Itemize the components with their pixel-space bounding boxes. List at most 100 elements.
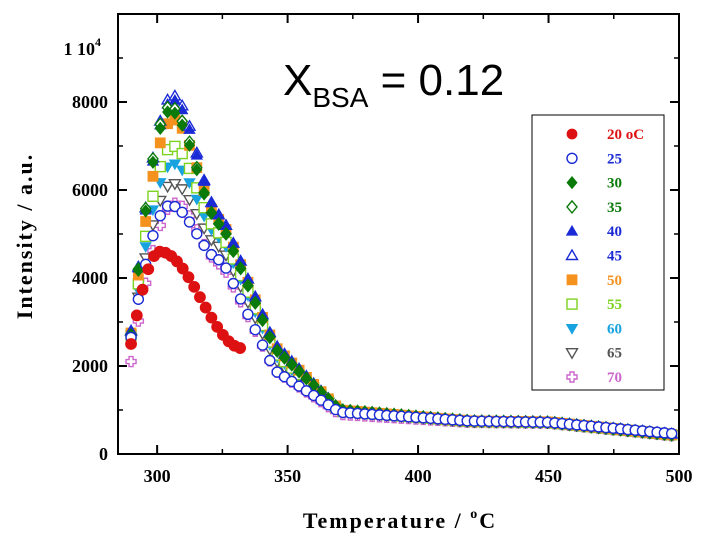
data-point [188,280,201,293]
annotation: XBSA = 0.12 [283,56,504,113]
data-point [242,278,254,293]
legend-label: 25 [607,151,622,167]
series-20-oC [125,245,247,354]
data-point [199,301,212,314]
data-point [249,296,261,310]
data-point [234,342,247,354]
legend-marker [566,175,578,190]
data-point [130,309,143,322]
legend-marker [566,199,578,214]
legend-marker [565,248,579,261]
data-point [147,155,159,169]
legend-label: 45 [607,249,622,265]
data-point [665,427,678,440]
legend: 20 oC 25 30 35 40 45 50 55 60 65 70 [531,114,665,391]
data-point [213,254,225,266]
data-point [198,239,210,252]
data-point [234,293,247,305]
data-point [176,147,188,160]
legend-item: 35 [566,199,622,216]
data-point [147,229,159,242]
legend-marker [566,298,578,310]
data-point [176,206,188,218]
data-point [191,163,203,177]
data-point [176,118,188,132]
y-tick-label: 4000 [72,268,108,288]
data-point [162,105,174,119]
legend-item: 40 [565,224,622,240]
x-tick-label: 300 [144,466,171,486]
axis-ticks: 300 350 400 450 500 0 2000 4000 6000 8000 [72,13,693,486]
x-tick-label: 500 [666,466,693,486]
data-point [256,339,269,351]
legend-label: 20 oC [607,127,644,143]
legend-box [531,114,665,391]
data-point [182,194,197,207]
legend-marker [565,323,579,335]
legend-item: 50 [566,273,622,289]
data-point [168,159,182,171]
legend-label: 40 [607,224,622,240]
legend-label: 70 [607,370,622,386]
legend-item: 70 [566,370,622,386]
legend-label: 30 [607,176,622,192]
legend-items: 20 oC 25 30 35 40 45 50 55 60 65 70 [565,127,644,386]
data-point [197,175,211,186]
y-tick-label: 2000 [72,356,108,376]
legend-marker [566,371,578,383]
data-point [132,293,145,305]
legend-item: 55 [566,297,622,313]
legend-marker [565,348,579,360]
data-point [160,181,175,194]
y-tick-label-top: 1 104 [64,35,102,59]
legend-item: 25 [566,151,622,167]
x-tick-label: 350 [274,466,301,486]
legend-item: 65 [565,346,622,362]
data-point [190,148,203,160]
data-point [194,291,206,304]
legend-item: 60 [565,321,622,337]
data-point [190,194,203,206]
x-tick-label: 400 [405,466,432,486]
legend-item: 20 oC [566,127,644,143]
data-point [205,206,217,220]
data-point [213,217,225,231]
y-tick-label: 6000 [72,180,108,200]
data-point [227,244,239,258]
data-point [125,338,137,350]
data-point [140,216,152,227]
series-layer [124,89,679,442]
data-point [142,263,155,276]
data-point [249,324,261,336]
data-point [183,216,196,228]
data-point [271,344,283,358]
legend-label: 55 [607,297,622,313]
data-point [147,170,159,182]
legend-item: 45 [565,248,622,265]
data-point [278,351,290,365]
data-point [242,308,254,320]
data-point [154,160,166,173]
data-point [220,227,232,241]
data-point [175,184,189,196]
data-point [140,204,152,218]
data-point [183,138,196,152]
legend-marker [566,152,578,165]
data-point [139,242,152,253]
data-point [205,311,218,324]
data-point [182,271,195,284]
data-point [264,354,276,367]
data-point [154,210,166,222]
x-axis-label: Temperature / oC [303,507,497,533]
data-point [147,190,159,202]
legend-label: 65 [607,346,622,362]
legend-marker [566,274,578,286]
legend-label: 60 [607,321,622,337]
data-point [136,283,149,296]
data-point [169,106,181,120]
series-25 [125,200,678,440]
legend-label: 35 [607,200,622,216]
data-point [227,277,240,290]
y-tick-label: 0 [99,444,108,464]
y-tick-label: 8000 [72,92,108,112]
